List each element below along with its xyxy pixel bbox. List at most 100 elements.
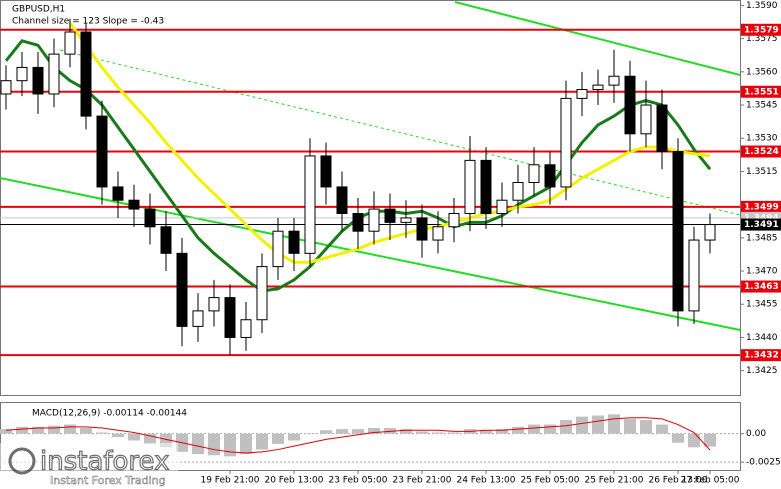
y-tick-label: 1.3530 <box>746 134 778 144</box>
macd-bar <box>208 433 220 456</box>
price-label: 1.3494 <box>744 213 779 223</box>
candle-body <box>64 31 76 55</box>
candle-body <box>208 297 220 312</box>
level-label: 1.3499 <box>744 202 779 212</box>
x-tick-label: 19 Feb 21:00 <box>200 476 259 486</box>
candle-body <box>240 319 252 338</box>
macd-bar <box>304 433 316 435</box>
level-label: 1.3432 <box>744 351 779 361</box>
y-tick-label: 1.3590 <box>746 1 778 11</box>
macd-bar <box>368 427 380 434</box>
macd-bar <box>128 433 140 441</box>
candle-body <box>32 66 44 95</box>
channel-middle <box>59 49 741 216</box>
channel <box>0 1 741 331</box>
macd-bar <box>80 427 92 434</box>
macd-bar <box>480 430 492 434</box>
y-tick-label: 1.3440 <box>746 333 778 343</box>
macd-bar <box>432 432 444 434</box>
candle-body <box>256 266 268 321</box>
macd-bar <box>224 433 236 457</box>
candle-body <box>352 212 364 232</box>
candle-body <box>16 66 28 82</box>
macd-bar <box>352 429 364 434</box>
price-label: 1.3491 <box>744 220 779 230</box>
x-tick-label: 25 Feb 05:00 <box>520 476 579 486</box>
macd-bar <box>32 426 44 434</box>
macd-bar <box>96 432 108 434</box>
brand: instaforex <box>40 447 169 477</box>
macd-bar <box>48 425 60 434</box>
candle-body <box>576 89 588 99</box>
candle-body <box>592 84 604 91</box>
candle-body <box>672 151 684 312</box>
main-panel <box>0 0 741 396</box>
y-tick-label: 1.3515 <box>746 167 778 177</box>
macd-bar <box>144 433 156 444</box>
candle-body <box>48 53 60 95</box>
macd-bar <box>640 420 652 434</box>
macd-bar <box>272 433 284 444</box>
macd-bar <box>256 433 268 450</box>
symbol-title: GBPUSD,H1 <box>12 5 65 15</box>
y-tick-label: 1.3545 <box>746 101 778 111</box>
candle-body <box>688 239 700 312</box>
candle-body <box>144 208 156 228</box>
candle-body <box>288 230 300 254</box>
level-label: 1.3524 <box>744 147 779 157</box>
candle-body <box>96 115 108 188</box>
candle-body <box>448 212 460 228</box>
level-tag <box>741 23 781 36</box>
macd-bar <box>656 424 668 434</box>
candle-body <box>512 182 524 201</box>
candle-body <box>624 75 636 135</box>
y-tick-label: 0.00 <box>746 429 766 439</box>
y-tick-label: 1.3470 <box>746 267 778 277</box>
candle-body <box>400 217 412 223</box>
candle-body <box>704 224 716 241</box>
x-tick-label: 27 Feb 05:00 <box>680 476 739 486</box>
candle-body <box>640 104 652 135</box>
candle-body <box>416 217 428 241</box>
candle-body <box>496 199 508 214</box>
candle-body <box>192 310 204 327</box>
macd-bar <box>592 415 604 434</box>
macd-bar <box>112 433 124 438</box>
level-tag <box>741 85 781 98</box>
candle-body <box>272 230 284 268</box>
macd-bar <box>320 430 332 434</box>
candle-body <box>304 155 316 254</box>
macd-bar <box>496 429 508 434</box>
candle-body <box>656 104 668 153</box>
candle-body <box>480 159 492 214</box>
macd-bar <box>288 433 300 441</box>
macd-bar <box>448 432 460 434</box>
macd-bar <box>560 420 572 434</box>
macd-bar <box>576 416 588 434</box>
macd-bar <box>624 418 636 434</box>
macd-bar <box>688 433 700 448</box>
y-tick-label: 1.3560 <box>746 67 778 77</box>
macd-bar <box>16 426 28 434</box>
y-tick-label: 1.3425 <box>746 366 778 376</box>
price-tag <box>741 218 781 231</box>
macd-panel <box>0 402 741 471</box>
macd-bar <box>608 414 620 434</box>
channel-lower <box>0 177 741 331</box>
macd-bar <box>528 424 540 434</box>
macd-bar <box>64 424 76 434</box>
y-tick-label: 1.3575 <box>746 34 778 44</box>
macd-bar <box>336 429 348 434</box>
candle-body <box>176 252 188 327</box>
x-tick-label: 20 Feb 13:00 <box>264 476 323 486</box>
candle-body <box>560 97 572 188</box>
x-tick-label: 25 Feb 21:00 <box>584 476 643 486</box>
macd-bar <box>512 426 524 434</box>
candle-body <box>320 155 332 188</box>
level-label: 1.3579 <box>744 25 779 35</box>
level-tag <box>741 280 781 293</box>
y-tick-label: -0.00251 <box>746 458 781 468</box>
candle-body <box>464 159 476 214</box>
candle-body <box>80 31 92 117</box>
